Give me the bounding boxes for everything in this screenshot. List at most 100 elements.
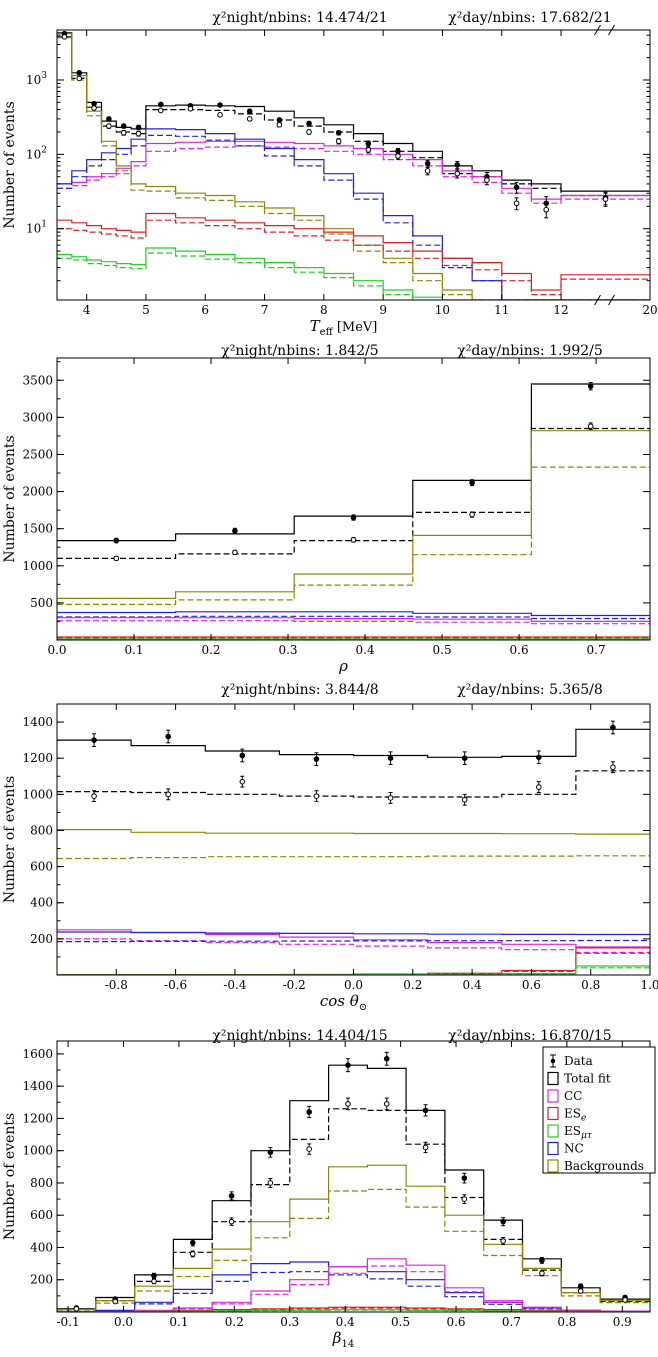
y-tick-exponent: 3 <box>41 71 47 81</box>
series-backgrounds-night <box>57 1164 650 1311</box>
x-axis-label: ρ <box>338 657 348 675</box>
series-backgrounds-day <box>57 1188 650 1311</box>
series-backgrounds-day <box>57 37 650 300</box>
data-point-day <box>335 138 342 145</box>
y-tick-base: 10 <box>26 147 41 161</box>
x-tick-label: 0.8 <box>557 1315 576 1329</box>
x-tick-label: 0.2 <box>225 1315 244 1329</box>
data-point-night <box>536 754 542 761</box>
data-point-night <box>383 1055 390 1062</box>
chi2-night-value: 14.474/21 <box>316 10 388 26</box>
chi2-day-lhs: χ²day/nbins: <box>448 10 540 26</box>
x-axis-label: β14 <box>332 1329 354 1350</box>
data-point-night <box>232 528 238 534</box>
x-tick-label: 0.2 <box>201 643 220 657</box>
x-tick-label: 0.2 <box>403 978 422 992</box>
y-tick-label: 1000 <box>22 787 53 801</box>
y-tick-label: 1400 <box>22 715 53 729</box>
data-point-day <box>76 75 83 82</box>
data-point-night <box>469 479 475 486</box>
data-point-day <box>469 511 475 518</box>
y-tick-exponent: 1 <box>41 220 47 230</box>
legend-label-total: Total fit <box>564 1072 611 1086</box>
series-nc-day <box>57 134 650 300</box>
x-tick-label: -0.8 <box>105 978 128 992</box>
axis-break-mark <box>594 294 601 306</box>
chi2-night: χ²night/nbins: 3.844/8 <box>221 682 378 698</box>
data-point-day <box>424 168 431 174</box>
x-tick-label: 0.0 <box>114 1315 133 1329</box>
series-total-day <box>57 36 650 197</box>
legend-swatch-backgrounds <box>547 1159 559 1173</box>
data-point-day <box>187 105 194 112</box>
chi2-night-lhs: χ²night/nbins: <box>212 10 316 26</box>
chi2-day: χ²day/nbins: 1.992/5 <box>457 343 603 359</box>
x-tick-label: -0.6 <box>164 978 187 992</box>
series-backgrounds-day <box>57 855 650 860</box>
chi2-night-value: 14.404/15 <box>316 1028 388 1044</box>
legend-label-nc: NC <box>564 1142 584 1156</box>
data-point-day <box>587 423 594 430</box>
legend-swatch-es_mutau <box>547 1124 559 1138</box>
legend-label-text: Backgrounds <box>564 1159 644 1173</box>
data-point-day <box>365 147 372 153</box>
series-nc-day <box>57 615 650 620</box>
y-tick-label: 1200 <box>22 751 53 765</box>
data-point-day <box>313 793 320 799</box>
plot-frame <box>56 29 651 301</box>
x-axis-label-unit: [MeV] <box>333 320 378 335</box>
data-point-night <box>217 102 223 108</box>
x-tick-label: 0.6 <box>510 643 529 657</box>
chi2-day: χ²day/nbins: 16.870/15 <box>448 1028 611 1044</box>
data-point-day <box>543 206 550 213</box>
x-tick-label: 0.3 <box>278 643 297 657</box>
x-axis-label-main: T <box>310 317 321 335</box>
data-point-day <box>387 795 394 801</box>
data-point-night <box>461 1175 468 1181</box>
y-tick-exponent: 2 <box>41 145 47 155</box>
x-tick-label: 0.0 <box>344 978 363 992</box>
y-tick-label: 102 <box>26 145 47 161</box>
data-point-day <box>500 1238 506 1244</box>
x-tick-label: 10 <box>435 303 450 317</box>
chi2-day: χ²day/nbins: 5.365/8 <box>457 682 603 698</box>
x-tick-label: 5 <box>142 303 150 317</box>
y-tick-label: 1600 <box>22 1047 53 1061</box>
chi2-day-lhs: χ²day/nbins: <box>448 1028 540 1044</box>
x-tick-label: 1.0 <box>640 978 658 992</box>
data-point-day <box>350 537 357 543</box>
legend-swatch-nc <box>547 1141 559 1156</box>
legend-label-data: Data <box>564 1054 593 1068</box>
chi2-day-value: 5.365/8 <box>549 682 603 698</box>
data-point-night <box>76 69 83 76</box>
y-tick-label: 200 <box>30 1273 53 1287</box>
legend-swatch-cc <box>547 1089 559 1103</box>
y-tick-label: 1000 <box>22 559 53 573</box>
y-tick-label: 3500 <box>22 373 53 387</box>
data-point-day <box>539 1270 545 1277</box>
series-es_e-night <box>57 212 650 291</box>
y-axis-label: Number of events <box>2 776 18 903</box>
data-point-night <box>577 1283 584 1289</box>
data-point-night <box>335 129 342 136</box>
data-point-night <box>424 160 431 167</box>
x-tick-label: 0.5 <box>433 643 452 657</box>
series-nc-night <box>57 931 650 936</box>
y-tick-base: 10 <box>26 73 41 87</box>
data-point-day <box>454 170 461 177</box>
chi2-day-value: 1.992/5 <box>549 343 603 359</box>
series-backgrounds-night <box>57 829 650 835</box>
data-point-night <box>454 162 461 168</box>
series-cc-night <box>57 617 650 622</box>
data-point-day <box>610 764 616 771</box>
axis-break-mark <box>608 294 615 306</box>
x-tick-label: 7 <box>261 303 269 317</box>
data-point-night <box>91 737 97 743</box>
x-tick-label: 0.6 <box>522 978 541 992</box>
y-tick-label: 600 <box>30 1208 53 1222</box>
x-axis-label-main: cos θ <box>320 992 359 1010</box>
x-tick-label: 0.1 <box>169 1315 188 1329</box>
